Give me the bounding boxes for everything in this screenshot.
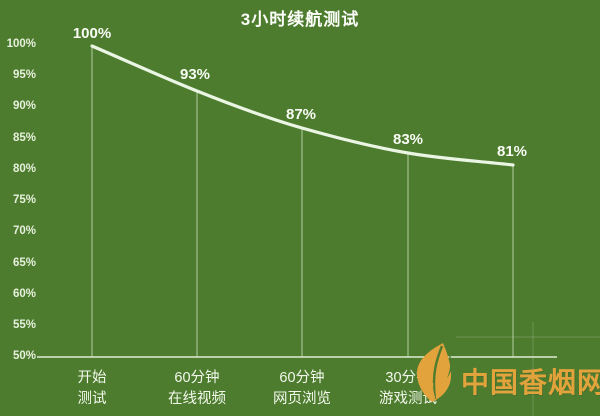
tobacco-leaf-icon [416, 343, 452, 402]
chart-title: 3小时续航测试 [240, 10, 360, 29]
y-tick-95: 95% [12, 69, 36, 81]
y-tick-55: 55% [12, 319, 36, 331]
point-label-87: 87% [285, 106, 317, 123]
x-category-line: 测试 [77, 391, 107, 407]
watermark-site-name: 中国香烟网 [461, 367, 600, 398]
battery-line-series [90, 44, 515, 167]
y-tick-100: 100% [6, 38, 36, 50]
point-label-93: 93% [179, 66, 211, 83]
x-category-line: 游戏测试 [379, 391, 437, 407]
point-label-83: 83% [392, 131, 424, 148]
x-category-line: 60分钟 [279, 370, 325, 386]
x-category-line: 在线视频 [168, 391, 226, 407]
y-tick-75: 75% [12, 194, 36, 206]
point-label-100: 100% [72, 25, 112, 42]
x-category-start: 开始 测试 [46, 368, 138, 410]
x-category-line: 60分钟 [174, 370, 220, 386]
x-category-line: 网页浏览 [273, 391, 331, 407]
x-category-line: 开始 [77, 370, 107, 386]
y-tick-60: 60% [12, 288, 36, 300]
y-tick-70: 70% [12, 225, 36, 237]
x-category-web: 60分钟 网页浏览 [256, 368, 348, 410]
y-tick-85: 85% [12, 132, 36, 144]
y-tick-80: 80% [12, 163, 36, 175]
x-category-video: 60分钟 在线视频 [151, 368, 243, 410]
point-label-81: 81% [496, 143, 528, 160]
y-tick-50: 50% [12, 350, 36, 362]
y-tick-90: 90% [12, 100, 36, 112]
y-tick-65: 65% [12, 257, 36, 269]
